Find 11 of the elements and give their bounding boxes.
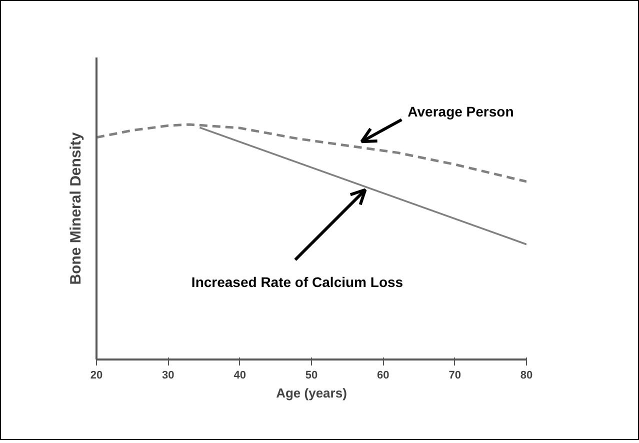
x-axis-title: Age (years) bbox=[276, 386, 347, 400]
x-tick-label: 30 bbox=[162, 370, 174, 382]
x-tick-label: 60 bbox=[377, 370, 390, 382]
y-axis-title: Bone Mineral Density bbox=[68, 132, 84, 285]
x-tick-label: 50 bbox=[305, 370, 318, 382]
annotation: Increased Rate of Calcium Loss bbox=[191, 274, 404, 290]
x-tick-label: 70 bbox=[448, 370, 461, 382]
x-tick-label: 80 bbox=[520, 370, 533, 382]
x-tick-label: 20 bbox=[90, 370, 103, 382]
annotation: Average Person bbox=[408, 104, 514, 120]
x-tick-label: 40 bbox=[234, 370, 246, 382]
